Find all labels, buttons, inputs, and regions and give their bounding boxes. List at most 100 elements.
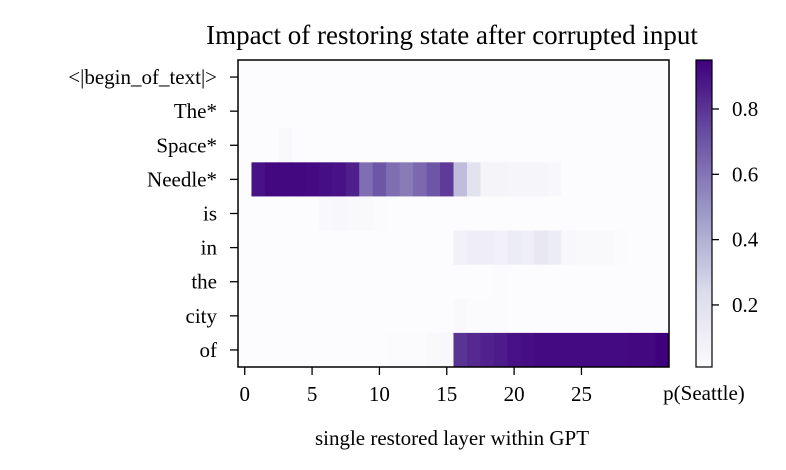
heatmap-cell xyxy=(547,332,562,368)
heatmap-cell xyxy=(278,94,293,129)
heatmap-cell xyxy=(453,196,468,231)
heatmap-cell xyxy=(520,94,535,129)
heatmap-cell xyxy=(493,94,508,129)
heatmap-cell xyxy=(372,332,387,368)
heatmap-cell xyxy=(345,60,360,95)
heatmap-cell xyxy=(655,94,670,129)
heatmap-cell xyxy=(426,332,441,368)
heatmap-cell xyxy=(372,230,387,266)
heatmap-cell xyxy=(399,264,414,300)
heatmap-cell xyxy=(655,60,670,95)
heatmap-cell xyxy=(507,94,522,129)
heatmap-cell xyxy=(601,128,616,163)
heatmap-cell xyxy=(332,94,347,129)
heatmap-cell xyxy=(386,298,401,334)
heatmap-cell xyxy=(453,60,468,95)
heatmap-cell xyxy=(642,230,656,266)
heatmap-cell xyxy=(466,264,481,300)
heatmap-cell xyxy=(601,298,616,334)
colorbar-tick-label: 0.4 xyxy=(732,228,759,252)
heatmap-cell xyxy=(264,196,279,231)
heatmap-cell xyxy=(305,60,320,95)
heatmap-cell xyxy=(399,60,414,95)
heatmap-cell xyxy=(332,298,347,334)
colorbar xyxy=(695,59,713,368)
heatmap-cell xyxy=(507,60,522,95)
y-tick-label: Needle* xyxy=(147,167,217,191)
heatmap-cell xyxy=(588,332,603,368)
heatmap-cell xyxy=(628,94,643,129)
heatmap-cell xyxy=(520,60,535,95)
heatmap-cell xyxy=(426,162,441,197)
heatmap-cell xyxy=(534,298,549,334)
heatmap-cell xyxy=(480,332,495,368)
heatmap-cell xyxy=(399,162,414,197)
heatmap-cell xyxy=(264,332,279,368)
heatmap-cell xyxy=(332,196,347,231)
y-tick-label: in xyxy=(201,236,218,260)
heatmap-cell xyxy=(466,128,481,163)
heatmap-cell xyxy=(440,264,454,300)
heatmap-cell xyxy=(372,162,387,197)
heatmap-cell xyxy=(655,196,670,231)
heatmap-cell xyxy=(466,162,481,197)
heatmap-cell xyxy=(453,162,468,197)
heatmap-cell xyxy=(615,264,629,300)
heatmap-cell xyxy=(332,162,347,197)
heatmap-cell xyxy=(480,128,495,163)
heatmap-cell xyxy=(440,196,454,231)
heatmap-cell xyxy=(628,196,643,231)
heatmap-cell xyxy=(615,230,629,266)
heatmap-cell xyxy=(601,162,616,197)
heatmap-cell xyxy=(238,196,252,231)
heatmap-cell xyxy=(251,128,266,163)
heatmap-cell xyxy=(345,332,360,368)
heatmap-cell xyxy=(345,298,360,334)
heatmap-cell xyxy=(615,298,629,334)
x-tick-label: 5 xyxy=(307,382,318,406)
heatmap-cell xyxy=(642,332,656,368)
heatmap-cell xyxy=(345,128,360,163)
heatmap-cell xyxy=(399,128,414,163)
y-tick-label: is xyxy=(203,202,217,226)
heatmap-cell xyxy=(399,298,414,334)
heatmap-cell xyxy=(318,162,333,197)
heatmap-cell xyxy=(345,94,360,129)
heatmap-cell xyxy=(480,298,495,334)
x-tick-label: 10 xyxy=(369,382,390,406)
heatmap-cell xyxy=(426,298,441,334)
heatmap-cell xyxy=(493,60,508,95)
heatmap-cell xyxy=(332,60,347,95)
heatmap-cell xyxy=(386,196,401,231)
heatmap-cell xyxy=(359,196,374,231)
heatmap-cell xyxy=(628,60,643,95)
x-tick-label: 0 xyxy=(239,382,250,406)
heatmap-cell xyxy=(480,230,495,266)
heatmap-cell xyxy=(561,264,576,300)
y-tick-label: Space* xyxy=(156,133,217,157)
heatmap-cell xyxy=(413,298,427,334)
heatmap-cell xyxy=(507,128,522,163)
heatmap-cell xyxy=(507,264,522,300)
heatmap-cell xyxy=(278,264,293,300)
heatmap-cell xyxy=(453,128,468,163)
heatmap-cell xyxy=(345,162,360,197)
heatmap-cell xyxy=(413,162,427,197)
heatmap-cell xyxy=(440,230,454,266)
heatmap-cell xyxy=(480,94,495,129)
heatmap-cell xyxy=(507,230,522,266)
heatmap-cells xyxy=(238,60,670,368)
heatmap-cell xyxy=(264,264,279,300)
heatmap-cell xyxy=(238,128,252,163)
heatmap-cell xyxy=(426,196,441,231)
heatmap-cell xyxy=(359,264,374,300)
heatmap-cell xyxy=(547,230,562,266)
x-tick-label: 15 xyxy=(436,382,457,406)
heatmap-cell xyxy=(291,196,306,231)
heatmap-cell xyxy=(615,60,629,95)
heatmap-cell xyxy=(507,332,522,368)
heatmap-cell xyxy=(426,264,441,300)
heatmap-cell xyxy=(318,298,333,334)
heatmap-cell xyxy=(642,94,656,129)
heatmap-cell xyxy=(291,230,306,266)
